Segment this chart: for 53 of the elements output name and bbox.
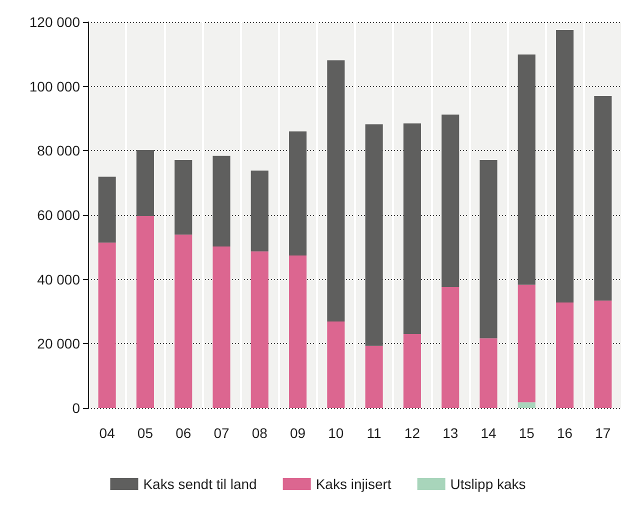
legend-label: Kaks injisert [316, 476, 392, 492]
y-tick-label: 100 000 [29, 78, 80, 94]
bar [403, 334, 421, 408]
bar [327, 321, 345, 408]
bar [98, 242, 116, 408]
bar [136, 150, 154, 216]
x-tick-label: 08 [252, 425, 268, 441]
x-tick-label: 16 [556, 425, 573, 441]
x-tick-label: 05 [137, 425, 154, 441]
bar [365, 346, 383, 408]
bar [212, 156, 230, 247]
bar [289, 256, 307, 408]
x-tick-label: 15 [518, 425, 535, 441]
bar [98, 176, 116, 243]
bar [594, 300, 612, 408]
legend-label: Kaks sendt til land [143, 476, 257, 492]
y-tick-label: 120 000 [29, 14, 80, 30]
x-tick-label: 09 [290, 425, 306, 441]
x-tick-label: 07 [214, 425, 230, 441]
bar [327, 60, 345, 322]
x-tick-label: 04 [99, 425, 116, 441]
x-tick-label: 10 [328, 425, 344, 441]
bar [518, 284, 536, 402]
bar [289, 131, 307, 256]
bar [212, 246, 230, 408]
bar [136, 216, 154, 408]
bar [174, 160, 192, 235]
y-tick-label: 0 [72, 400, 80, 416]
x-tick-label: 06 [176, 425, 192, 441]
y-tick-label: 80 000 [37, 142, 80, 159]
y-tick-label: 20 000 [37, 336, 80, 352]
bar [365, 124, 383, 346]
x-tick-label: 17 [595, 425, 611, 441]
bar [556, 302, 574, 408]
bar [403, 123, 421, 334]
bar [480, 338, 498, 408]
bar [480, 160, 498, 338]
x-tick-label: 12 [404, 425, 420, 441]
bar [518, 402, 536, 408]
bar [174, 234, 192, 408]
bar [594, 96, 612, 301]
x-tick-label: 14 [480, 425, 496, 441]
bar [250, 251, 268, 408]
x-tick-label: 13 [442, 425, 458, 441]
y-tick-label: 40 000 [37, 271, 80, 288]
bar [442, 114, 460, 288]
bar [556, 30, 574, 302]
bar [250, 170, 268, 252]
legend-label: Utslipp kaks [450, 476, 526, 492]
y-tick-label: 60 000 [37, 207, 80, 223]
bar [518, 54, 536, 285]
x-tick-label: 11 [366, 425, 382, 441]
bar [442, 287, 460, 408]
